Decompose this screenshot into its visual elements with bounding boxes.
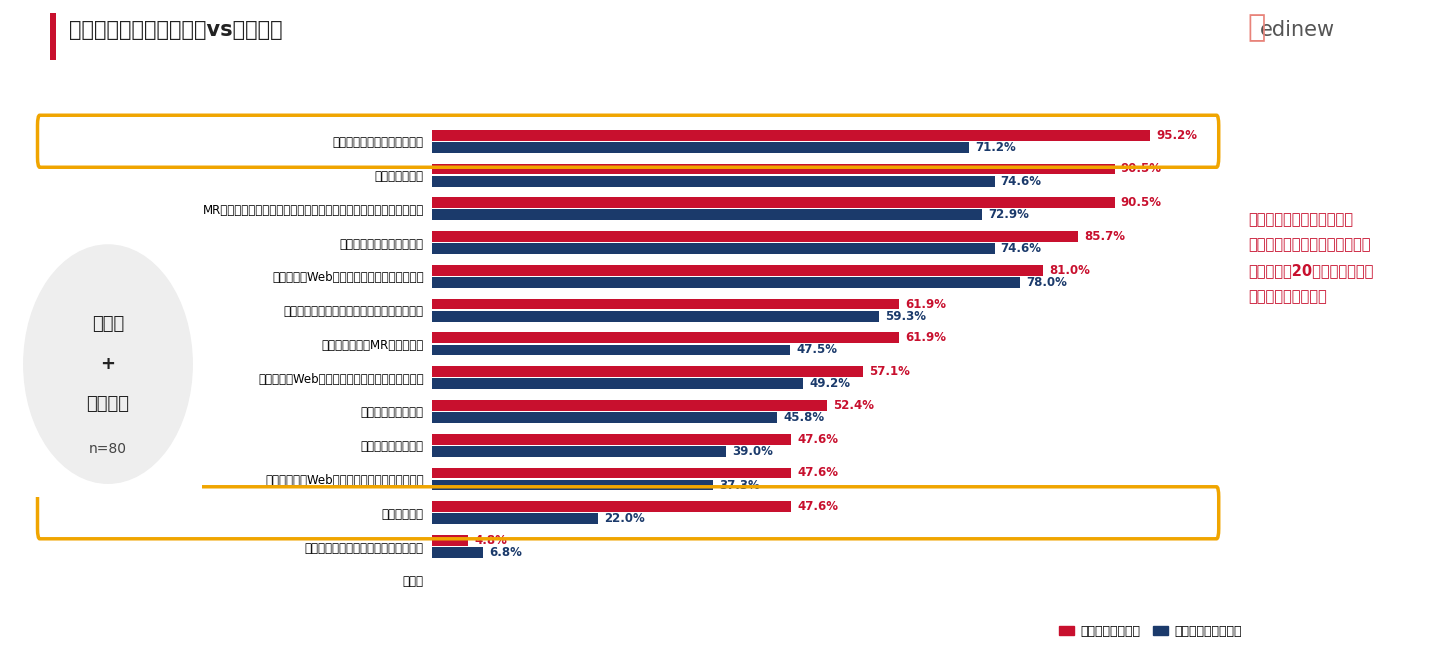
Text: n=80: n=80 <box>89 442 127 456</box>
Bar <box>432 467 791 479</box>
Text: 49.2%: 49.2% <box>809 377 850 391</box>
Text: 57.1%: 57.1% <box>868 365 910 378</box>
Text: 74.6%: 74.6% <box>1001 175 1041 187</box>
Text: Ⓜ: Ⓜ <box>1247 13 1266 42</box>
Text: 47.6%: 47.6% <box>798 500 838 513</box>
Text: 95.2%: 95.2% <box>1156 128 1197 142</box>
Text: 45.8%: 45.8% <box>783 411 825 424</box>
Bar <box>432 547 484 558</box>
Bar <box>432 345 791 355</box>
Text: edinew: edinew <box>1260 20 1335 40</box>
Text: 78.0%: 78.0% <box>1027 276 1067 289</box>
Bar <box>432 265 1043 275</box>
Bar <box>432 480 713 491</box>
Text: 59.3%: 59.3% <box>886 310 926 322</box>
Bar <box>432 175 995 187</box>
Text: 非順調群: 非順調群 <box>86 395 130 413</box>
Text: 47.6%: 47.6% <box>798 433 838 446</box>
Text: 90.5%: 90.5% <box>1120 162 1162 175</box>
Bar <box>432 400 827 411</box>
Bar <box>432 332 899 343</box>
Bar <box>432 379 804 389</box>
Text: 39.0%: 39.0% <box>732 445 773 458</box>
Bar <box>432 434 791 445</box>
Bar <box>432 366 863 377</box>
Bar <box>432 310 880 322</box>
Bar <box>432 535 468 546</box>
Bar <box>432 231 1079 242</box>
Bar <box>432 164 1115 174</box>
Text: 71.2%: 71.2% <box>975 141 1015 154</box>
Bar <box>432 501 791 512</box>
Circle shape <box>24 245 193 483</box>
Bar <box>432 514 598 524</box>
Text: 81.0%: 81.0% <box>1048 263 1090 277</box>
Text: +: + <box>101 355 115 373</box>
Bar <box>432 299 899 309</box>
Bar <box>432 209 982 220</box>
Text: 61.9%: 61.9% <box>904 331 946 344</box>
Text: 61.9%: 61.9% <box>904 297 946 310</box>
Bar <box>432 243 995 254</box>
Text: 順調群: 順調群 <box>92 315 124 334</box>
Bar <box>432 277 1021 288</box>
Text: 22.0%: 22.0% <box>603 512 645 526</box>
Text: 6.8%: 6.8% <box>490 546 523 559</box>
Text: 52.4%: 52.4% <box>834 399 874 412</box>
Text: 72.9%: 72.9% <box>988 209 1028 221</box>
Text: 47.5%: 47.5% <box>796 344 837 356</box>
Text: データの利活用：順調群vs非順調群: データの利活用：順調群vs非順調群 <box>69 20 282 40</box>
Bar <box>432 130 1151 140</box>
Bar <box>432 446 726 457</box>
Bar <box>432 412 778 423</box>
Text: 85.7%: 85.7% <box>1084 230 1126 243</box>
Bar <box>432 142 969 153</box>
Text: すべてのデータの活用率で
順調群が非順調群を上回った。
黄色囲みは20ポイント以上の
差があったデータ。: すべてのデータの活用率で 順調群が非順調群を上回った。 黄色囲みは20ポイント以… <box>1248 212 1374 305</box>
Text: 37.3%: 37.3% <box>720 479 760 492</box>
Text: 90.5%: 90.5% <box>1120 196 1162 209</box>
Text: 74.6%: 74.6% <box>1001 242 1041 255</box>
Bar <box>432 197 1115 208</box>
Text: 4.8%: 4.8% <box>474 534 507 547</box>
Legend: 順調に進んでいる, 順調に進んでいない: 順調に進んでいる, 順調に進んでいない <box>1054 620 1247 643</box>
Text: 47.6%: 47.6% <box>798 467 838 479</box>
